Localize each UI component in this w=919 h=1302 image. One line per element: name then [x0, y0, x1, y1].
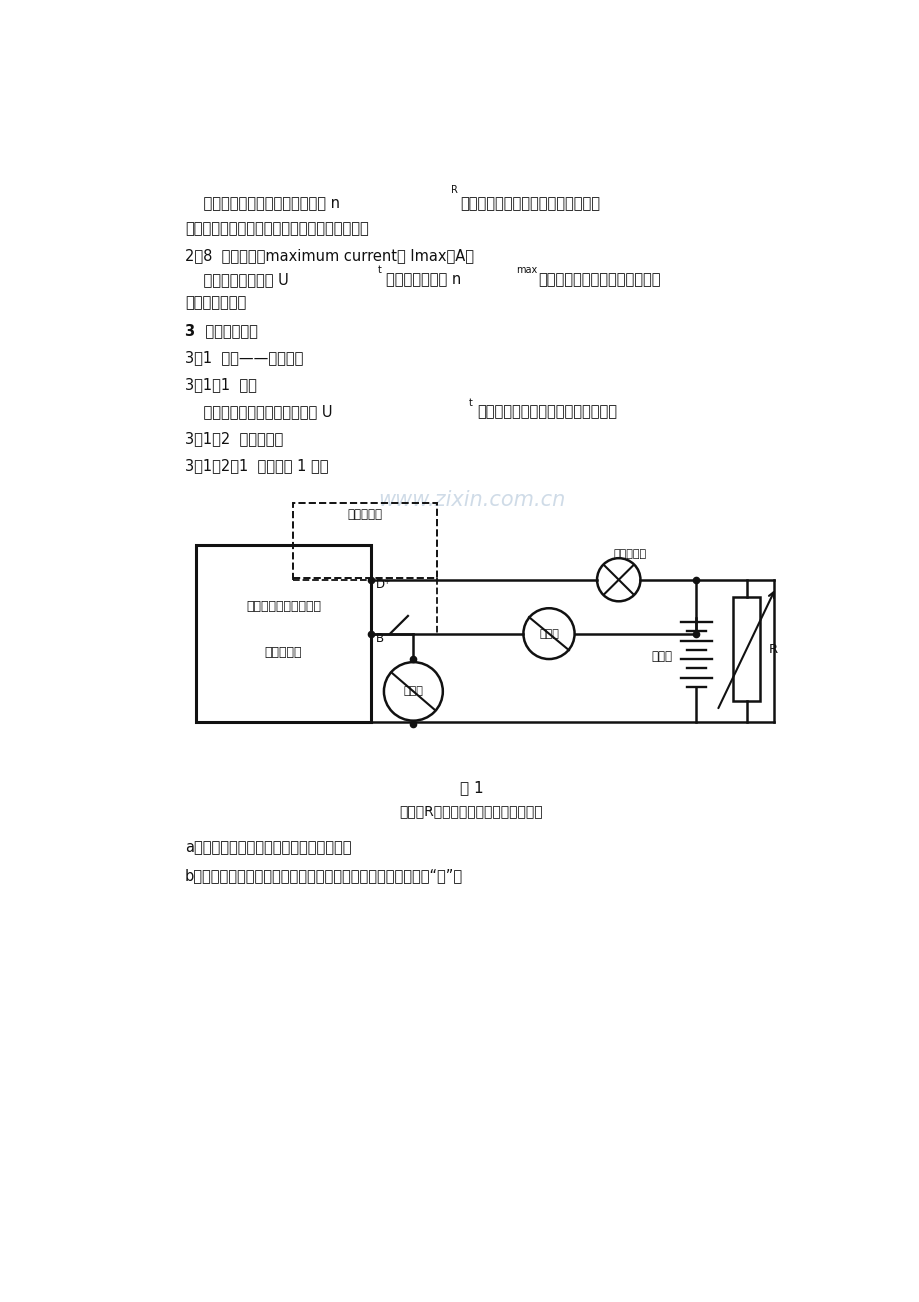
Text: t: t [377, 266, 380, 275]
Text: D⁺: D⁺ [375, 578, 391, 591]
Text: 发电机在试验电压队、额定转速 n: 发电机在试验电压队、额定转速 n [185, 197, 339, 211]
Text: 整体式或外接调节器式: 整体式或外接调节器式 [245, 600, 321, 613]
Text: 电流表: 电流表 [539, 629, 559, 639]
Text: R: R [767, 643, 777, 655]
Text: 图 1: 图 1 [460, 780, 482, 796]
Bar [732, 596, 759, 702]
Text: a．电压表应直接连接于发电机的输出端。: a．电压表应直接连接于发电机的输出端。 [185, 840, 351, 855]
Bar [293, 503, 437, 578]
Text: 图中：R根据交流发电机选用的变阻器: 图中：R根据交流发电机选用的变阻器 [399, 805, 543, 819]
Text: R: R [450, 185, 457, 195]
Text: 电压表: 电压表 [403, 686, 423, 697]
Text: 充电指示灯: 充电指示灯 [613, 549, 646, 559]
Text: 发电机在试验电压 U: 发电机在试验电压 U [185, 272, 289, 286]
Text: 交流发电机: 交流发电机 [265, 646, 302, 659]
Text: 3．1．2．1  电路如图 1 所示: 3．1．2．1 电路如图 1 所示 [185, 458, 328, 473]
Text: 2．8  最大电流（maximum current） Imax（A）: 2．8 最大电流（maximum current） Imax（A） [185, 249, 473, 263]
Text: www.zixin.com.cn: www.zixin.com.cn [378, 490, 564, 509]
Text: （该转速由发电机制造厂规定）: （该转速由发电机制造厂规定） [538, 272, 660, 286]
Bar [196, 546, 370, 723]
Text: b．采用的导线应符合下述要求：发电机输出端接线柱至蓄电池“十”极: b．采用的导线应符合下述要求：发电机输出端接线柱至蓄电池“十”极 [185, 868, 462, 884]
Text: 3．1．2  电路及要求: 3．1．2 电路及要求 [185, 431, 283, 447]
Text: 时输出的最小电流（额定电流值由发: 时输出的最小电流（额定电流值由发 [460, 197, 600, 211]
Text: 3．1  电流——转速特性: 3．1 电流——转速特性 [185, 350, 302, 366]
Text: 可以外断路: 可以外断路 [347, 508, 382, 521]
Text: 、最高连续转速 n: 、最高连续转速 n [386, 272, 461, 286]
Text: B: B [375, 631, 383, 644]
Text: 当发电机电压维持在试验电压 U: 当发电机电压维持在试验电压 U [185, 404, 332, 419]
Text: 3  电气特性试验: 3 电气特性试验 [185, 323, 257, 339]
Text: 3．1．1  目的: 3．1．1 目的 [185, 378, 256, 392]
Text: t: t [468, 397, 471, 408]
Text: max: max [516, 266, 537, 275]
Text: 时的输出电流。: 时的输出电流。 [185, 296, 245, 311]
Text: 电机造制厂规定，并应在发电机铭牌上标明）。: 电机造制厂规定，并应在发电机铭牌上标明）。 [185, 221, 369, 236]
Text: ，时，得出输出电流与转速的关系。: ，时，得出输出电流与转速的关系。 [477, 404, 617, 419]
Text: 蓄电池: 蓄电池 [651, 650, 672, 663]
